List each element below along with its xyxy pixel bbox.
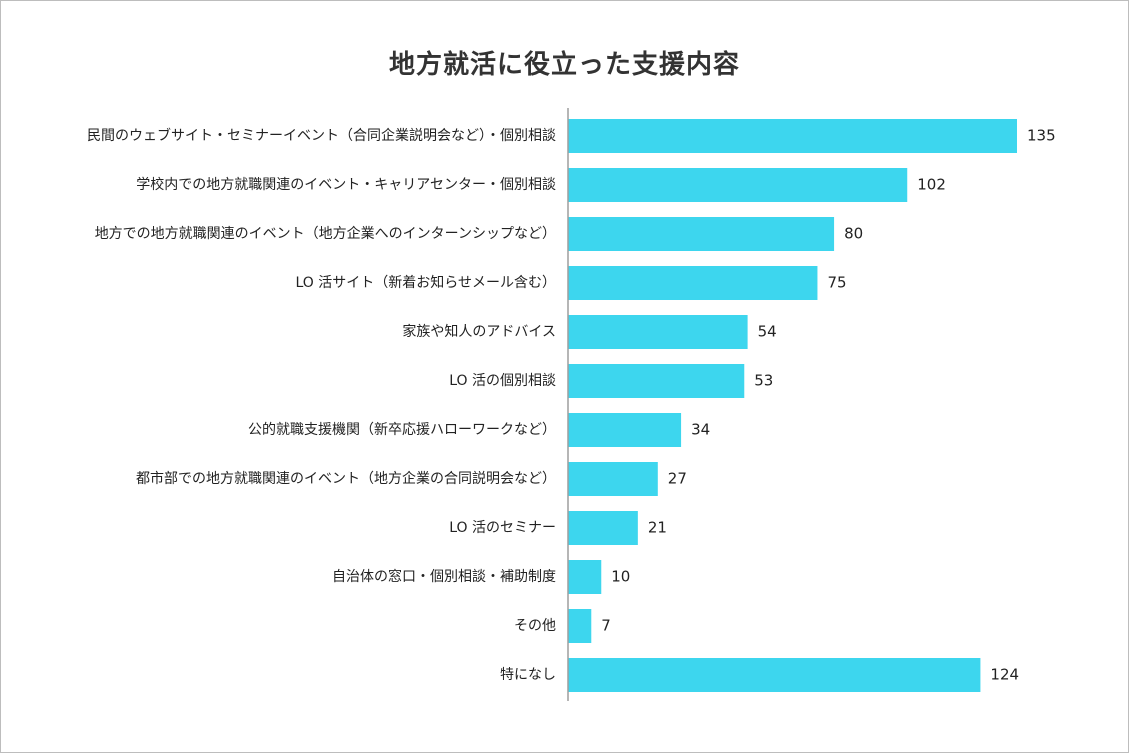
value-label-5: 54 <box>758 323 777 341</box>
category-label-7: 公的就職支援機関（新卒応援ハローワークなど） <box>248 422 556 438</box>
bar-1 <box>568 119 1017 153</box>
bar-2 <box>568 168 908 202</box>
value-label-9: 21 <box>648 519 667 537</box>
category-label-3: 地方での地方就職関連のイベント（地方企業へのインターンシップなど） <box>95 225 556 242</box>
value-label-1: 135 <box>1027 127 1056 145</box>
category-label-10: 自治体の窓口・個別相談・補助制度 <box>332 568 556 585</box>
value-label-8: 27 <box>668 470 687 488</box>
category-label-5: 家族や知人のアドバイス <box>402 323 556 340</box>
category-label-6: LO 活の個別相談 <box>449 373 556 389</box>
bar-11 <box>568 609 592 643</box>
bar-9 <box>568 511 638 545</box>
bar-5 <box>568 315 748 349</box>
bar-3 <box>568 217 835 251</box>
category-label-2: 学校内での地方就職関連のイベント・キャリアセンター・個別相談 <box>136 176 556 193</box>
bar-8 <box>568 462 658 496</box>
bar-4 <box>568 266 818 300</box>
bar-7 <box>568 413 682 447</box>
category-label-9: LO 活のセミナー <box>449 520 556 536</box>
category-label-4: LO 活サイト（新着お知らせメール含む） <box>296 274 557 291</box>
value-label-4: 75 <box>827 274 846 292</box>
value-label-7: 34 <box>691 421 710 439</box>
bar-6 <box>568 364 745 398</box>
category-label-11: その他 <box>514 618 556 634</box>
value-label-12: 124 <box>990 666 1019 684</box>
category-label-12: 特になし <box>500 667 556 683</box>
bar-12 <box>568 658 981 692</box>
bar-10 <box>568 560 602 594</box>
value-label-3: 80 <box>844 225 863 243</box>
chart-title: 地方就活に役立った支援内容 <box>388 50 740 80</box>
value-label-6: 53 <box>754 372 773 390</box>
category-label-8: 都市部での地方就職関連のイベント（地方企業の合同説明会など） <box>136 470 556 487</box>
value-label-10: 10 <box>611 568 630 586</box>
value-label-11: 7 <box>601 617 611 635</box>
value-label-2: 102 <box>917 176 946 194</box>
category-label-1: 民間のウェブサイト・セミナーイベント（合同企業説明会など）・個別相談 <box>87 127 556 144</box>
